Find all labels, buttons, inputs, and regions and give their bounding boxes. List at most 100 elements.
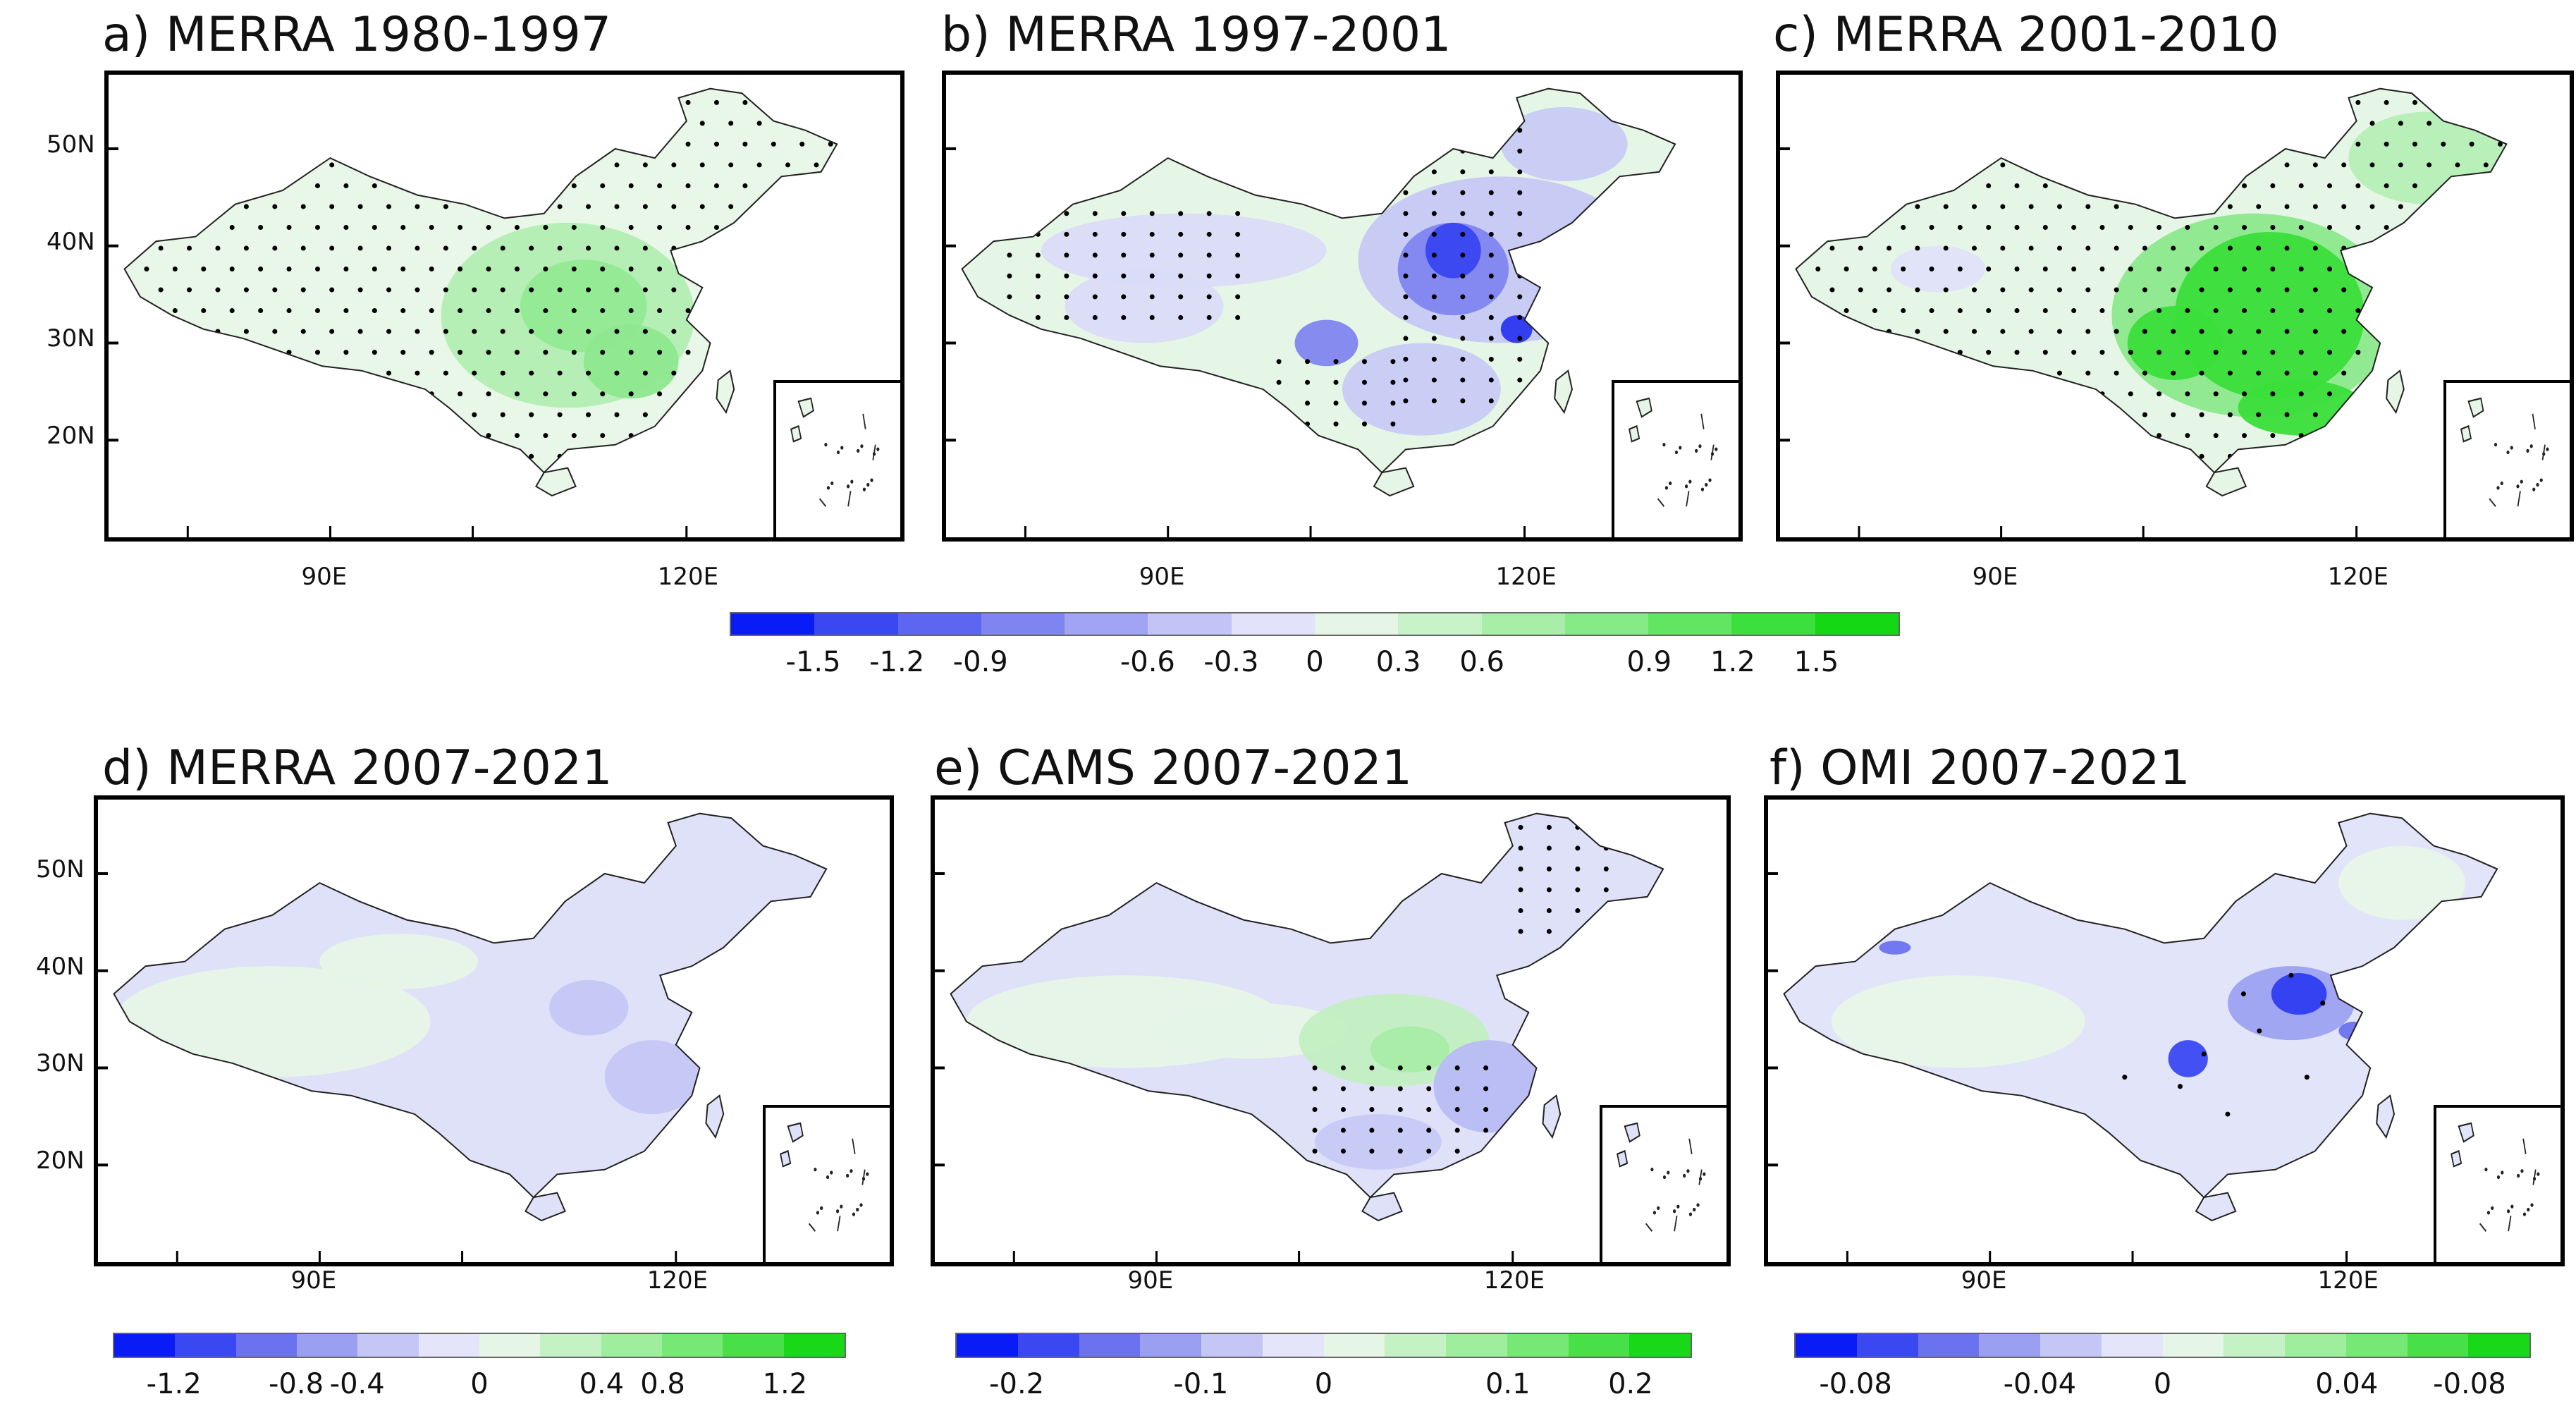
significance-dot [2355,224,2361,230]
significance-dot [557,204,563,209]
significance-dot [2341,162,2347,168]
significance-dot [1518,824,1523,830]
significance-dot [543,391,548,397]
significance-dot [2042,350,2048,355]
significance-dot [1397,1149,1403,1154]
significance-dot [1035,273,1041,279]
significance-dot [286,267,292,272]
significance-dot [486,308,491,314]
colorbar-swatch [981,613,1065,635]
significance-dot [1121,273,1127,279]
panel-title: c) MERRA 2001-2010 [1773,7,2279,63]
significance-dot [1431,231,1437,237]
significance-dot [2427,121,2432,126]
significance-dot [685,350,691,355]
significance-dot [2270,183,2276,188]
china-map [1768,812,2498,1262]
significance-dot [1518,866,1523,872]
significance-dot [1517,377,1523,383]
significance-dot [1369,1107,1375,1113]
significance-dot [314,183,320,188]
significance-dot [2056,370,2062,376]
inset-reef [2532,487,2536,491]
significance-dot [1235,252,1241,258]
significance-dot [1397,1065,1403,1070]
significance-dot [2227,204,2233,209]
significance-dot [600,308,606,314]
significance-dot [2085,287,2091,293]
colorbar-swatch [1446,1334,1507,1357]
significance-dot [1460,398,1466,403]
significance-dot [229,224,235,230]
lon-label: 90E [1127,1266,1174,1295]
colorbar-swatch [418,1334,479,1357]
significance-dot [486,224,491,230]
significance-dot [2384,99,2389,105]
significance-dot [2369,162,2375,168]
significance-dot [699,162,705,168]
significance-dot [2242,267,2247,272]
significance-dot [1340,1065,1346,1070]
significance-dot [386,245,392,251]
significance-dot [458,308,463,314]
colorbar-swatch [1231,613,1315,635]
significance-dot [443,204,448,209]
significance-dot [2028,287,2034,293]
significance-dot [557,412,563,417]
inset-reef [866,482,870,487]
significance-dot [2298,308,2304,314]
china-outline [1783,812,2498,1199]
significance-dot [1340,1086,1346,1092]
significance-dot [2071,308,2077,314]
significance-dot [258,267,264,272]
significance-dot [2201,1051,2207,1057]
significance-dot [2157,350,2162,355]
significance-dot [472,287,477,293]
significance-dot [2014,308,2020,314]
colorbar-swatch [114,1334,176,1357]
significance-dot [458,350,463,355]
significance-dot [314,350,320,355]
significance-dot [1426,1086,1432,1092]
colorbar-label: 0.04 [2315,1368,2379,1400]
field-blob [1433,1040,1545,1133]
china-map [946,87,1676,537]
significance-dot [2327,267,2333,272]
colorbar-swatch [723,1334,784,1357]
significance-dot [1305,379,1311,385]
significance-dot [2270,391,2276,397]
significance-dot [2284,370,2290,376]
significance-dot [671,287,677,293]
colorbar-label: 0.9 [1626,646,1672,678]
lat-label: 20N [47,422,95,451]
significance-dot [1517,148,1523,154]
field-blob [2175,232,2365,399]
significance-dot [1488,356,1494,362]
inset-reef [850,1169,853,1173]
significance-dot [2213,224,2219,230]
significance-dot [2483,162,2489,168]
inset-island [1617,1149,1629,1168]
significance-dot [2199,287,2204,293]
significance-dot [671,370,677,376]
significance-dot [628,267,634,272]
significance-dot [1007,273,1012,279]
significance-dot [728,162,734,168]
significance-dot [1403,336,1409,341]
significance-dot [600,433,606,439]
significance-dot [1397,1107,1403,1113]
significance-dot [529,245,534,251]
lat-label: 30N [47,324,95,353]
significance-dot [1517,336,1523,341]
significance-dot [1454,1065,1460,1070]
significance-dot [2355,350,2361,355]
taiwan-outline [2386,369,2405,415]
colorbar-swatch [2162,1334,2224,1357]
field-blob [114,966,431,1077]
significance-dot [2312,162,2318,168]
significance-dot [1986,267,1992,272]
significance-dot [2227,245,2233,251]
significance-dot [2099,308,2105,314]
colorbar-swatch [1856,1334,1918,1357]
significance-dot [1488,398,1494,403]
